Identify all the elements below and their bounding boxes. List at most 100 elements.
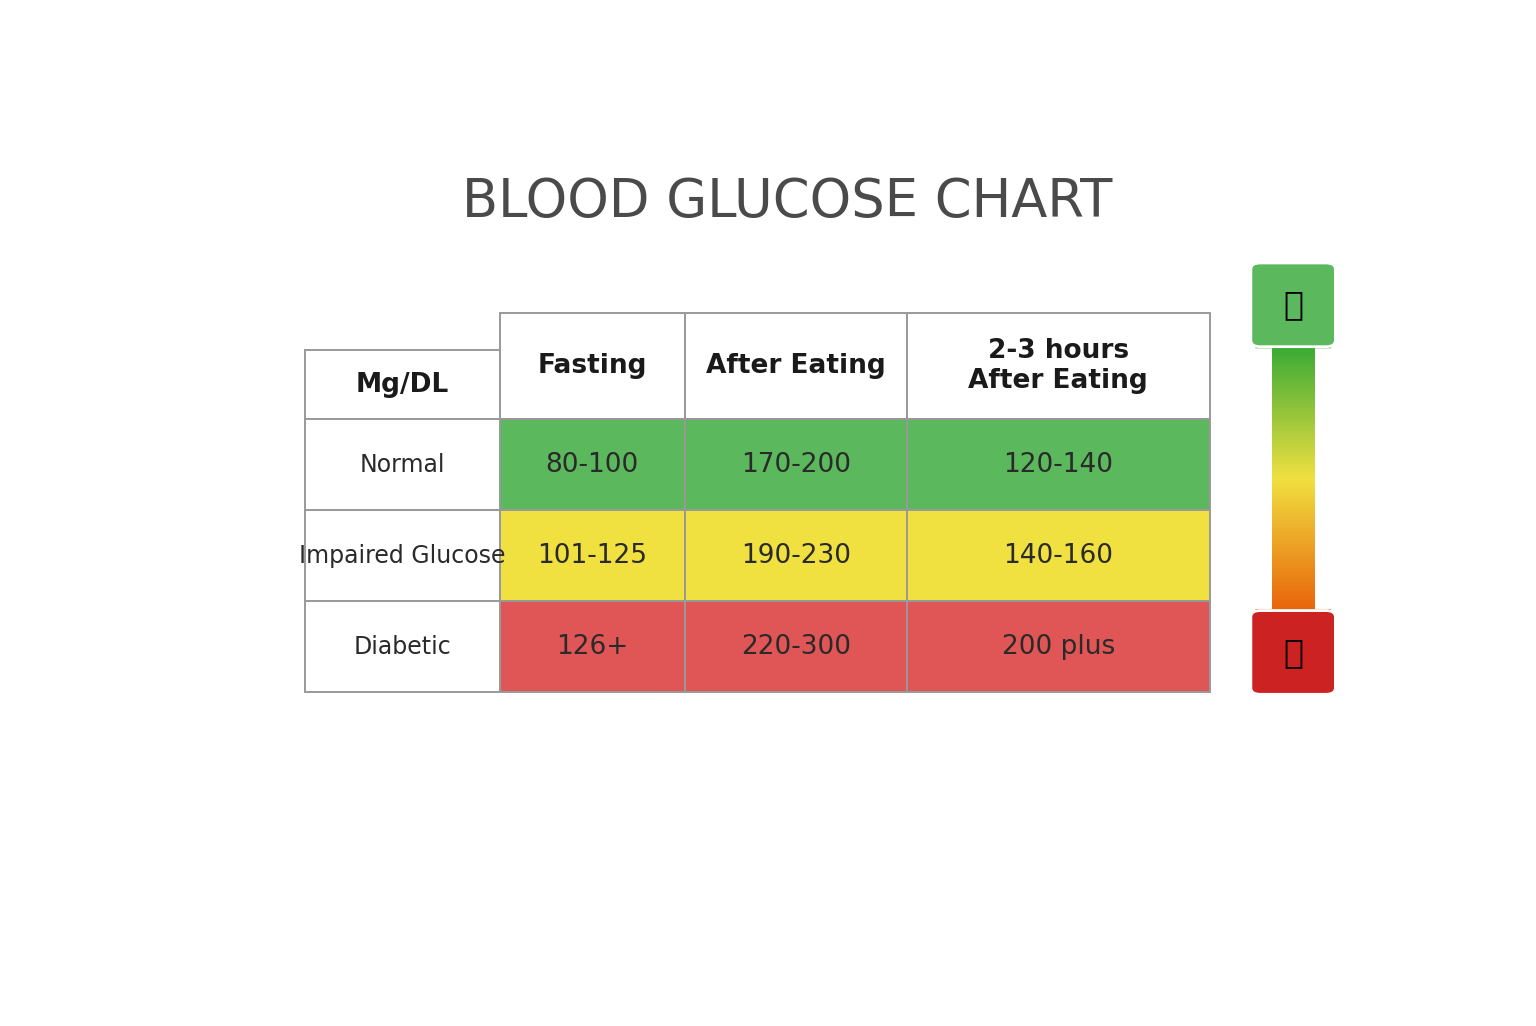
Bar: [1272, 489, 1315, 491]
Text: 126+: 126+: [556, 633, 628, 660]
Bar: [1272, 519, 1315, 521]
Bar: [1272, 585, 1315, 587]
Bar: [1272, 442, 1315, 444]
Bar: [1272, 584, 1315, 586]
Bar: [1272, 604, 1315, 606]
Bar: [1272, 417, 1315, 419]
Bar: [1272, 469, 1315, 471]
Bar: [1272, 406, 1315, 408]
Bar: [1272, 430, 1315, 432]
Bar: [1272, 445, 1315, 447]
Text: After Eating: After Eating: [707, 353, 886, 379]
Bar: [1272, 452, 1315, 455]
Bar: [1272, 477, 1315, 479]
Bar: [1272, 419, 1315, 421]
Bar: [1272, 447, 1315, 449]
Bar: [1272, 538, 1315, 540]
Bar: [1272, 525, 1315, 527]
Bar: [1272, 386, 1315, 388]
Bar: [1272, 504, 1315, 506]
Bar: [1272, 433, 1315, 435]
Bar: [1272, 591, 1315, 593]
Bar: [499, 420, 685, 510]
Bar: [1272, 401, 1315, 403]
Bar: [1272, 482, 1315, 484]
Bar: [1272, 518, 1315, 520]
Bar: [1272, 478, 1315, 480]
Bar: [1272, 358, 1315, 360]
Bar: [1272, 466, 1315, 468]
Bar: [1272, 439, 1315, 441]
Bar: [1272, 458, 1315, 460]
Bar: [1272, 594, 1315, 596]
Bar: [1272, 398, 1315, 401]
Text: Fasting: Fasting: [538, 353, 647, 379]
Text: 80-100: 80-100: [545, 451, 639, 478]
Bar: [1272, 422, 1315, 425]
Bar: [1272, 362, 1315, 364]
Bar: [1272, 543, 1315, 545]
Text: 2-3 hours
After Eating: 2-3 hours After Eating: [968, 338, 1147, 394]
Bar: [1272, 435, 1315, 437]
Bar: [1272, 363, 1315, 365]
Bar: [1272, 516, 1315, 518]
Bar: [1272, 382, 1315, 384]
Bar: [1272, 510, 1315, 512]
Bar: [306, 350, 499, 420]
Bar: [1272, 565, 1315, 567]
Bar: [1272, 455, 1315, 457]
Bar: [1272, 598, 1315, 600]
Bar: [1272, 460, 1315, 463]
Bar: [1272, 497, 1315, 499]
Bar: [1272, 542, 1315, 544]
Bar: [1272, 464, 1315, 466]
Text: BLOOD GLUCOSE CHART: BLOOD GLUCOSE CHART: [462, 176, 1112, 228]
Bar: [1272, 515, 1315, 517]
Bar: [1272, 373, 1315, 376]
Bar: [1272, 431, 1315, 433]
Bar: [685, 510, 906, 601]
Bar: [1272, 390, 1315, 392]
Bar: [1272, 553, 1315, 555]
Bar: [1272, 589, 1315, 591]
Bar: [685, 420, 906, 510]
FancyBboxPatch shape: [1250, 263, 1335, 347]
Bar: [1272, 576, 1315, 578]
Bar: [1272, 520, 1315, 522]
Bar: [1272, 487, 1315, 489]
Bar: [1272, 392, 1315, 394]
Bar: [1272, 578, 1315, 580]
Bar: [1272, 499, 1315, 501]
Bar: [1272, 366, 1315, 368]
Bar: [1272, 384, 1315, 386]
Bar: [1272, 557, 1315, 559]
Bar: [1272, 409, 1315, 411]
Bar: [1272, 476, 1315, 478]
Bar: [1272, 581, 1315, 583]
Bar: [1272, 444, 1315, 446]
Bar: [1272, 428, 1315, 430]
Bar: [1272, 420, 1315, 422]
Text: Diabetic: Diabetic: [353, 634, 452, 659]
Bar: [1272, 605, 1315, 607]
Bar: [1272, 481, 1315, 483]
Bar: [1272, 556, 1315, 558]
Text: 190-230: 190-230: [740, 543, 851, 568]
Bar: [1272, 405, 1315, 407]
Polygon shape: [1255, 609, 1332, 664]
Bar: [1272, 463, 1315, 465]
Bar: [1272, 596, 1315, 598]
Bar: [1272, 443, 1315, 445]
Bar: [1272, 537, 1315, 539]
Bar: [1272, 354, 1315, 356]
Bar: [1272, 595, 1315, 597]
Bar: [1272, 522, 1315, 524]
Bar: [1272, 374, 1315, 378]
Polygon shape: [1255, 293, 1332, 348]
Bar: [1272, 449, 1315, 451]
Bar: [499, 510, 685, 601]
Bar: [1272, 415, 1315, 417]
Bar: [1272, 407, 1315, 409]
Bar: [499, 601, 685, 692]
Bar: [1272, 586, 1315, 588]
